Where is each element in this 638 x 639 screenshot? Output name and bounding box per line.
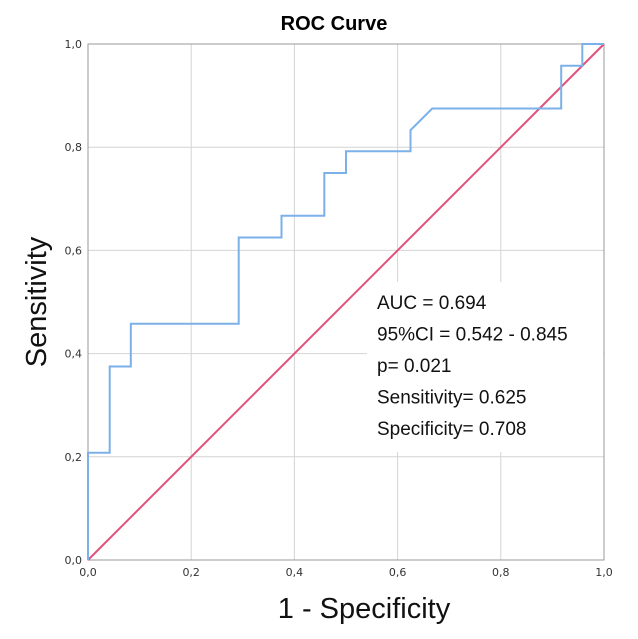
annotation-line: Specificity= 0.708 <box>377 419 526 440</box>
chart-title: ROC Curve <box>281 13 388 35</box>
x-tick-label: 1,0 <box>595 566 613 579</box>
annotation-text: AUC = 0.694 95%CI = 0.542 - 0.845 p= 0.021… <box>377 293 568 440</box>
x-tick-label: 0,8 <box>492 566 510 579</box>
x-axis-label: 1 - Specificity <box>278 593 451 625</box>
roc-curve-line <box>87 43 604 560</box>
reference-diagonal-line <box>87 43 605 561</box>
annotation-line: AUC = 0.694 <box>377 293 487 314</box>
annotation-line: Sensitivity= 0.625 <box>377 388 526 409</box>
plot-frame <box>87 43 605 561</box>
y-tick-label: 0,0 <box>65 554 83 567</box>
annotation-line: 95%CI = 0.542 - 0.845 <box>377 325 568 346</box>
annotation-line: p= 0.021 <box>377 356 452 377</box>
y-axis-label: Sensitivity <box>21 236 53 367</box>
annotation-box <box>367 282 603 452</box>
y-tick-label: 0,6 <box>65 244 83 257</box>
x-tick-label: 0,0 <box>79 566 97 579</box>
x-tick-label: 0,4 <box>286 566 304 579</box>
x-tick-label: 0,2 <box>182 566 200 579</box>
y-tick-label: 0,4 <box>65 348 83 361</box>
x-tick-label: 0,6 <box>389 566 407 579</box>
y-tick-label: 0,2 <box>65 451 83 464</box>
series-lines <box>87 43 605 561</box>
y-tick-label: 1,0 <box>65 38 83 51</box>
tick-labels: 0,0 0,2 0,4 0,6 0,8 1,0 0,0 0,2 0,4 0,6 0,8 1,0 <box>65 38 613 579</box>
y-tick-label: 0,8 <box>65 141 83 154</box>
